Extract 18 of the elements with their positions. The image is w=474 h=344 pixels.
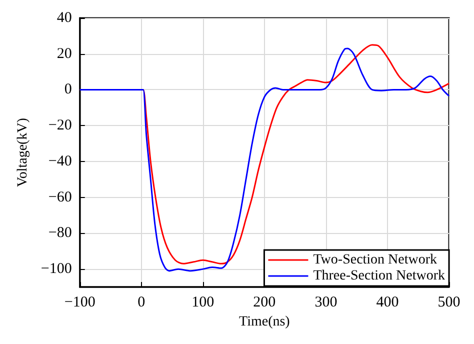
x-tick-label: 0 <box>138 294 146 310</box>
y-tick-label: −80 <box>48 225 72 242</box>
legend-label: Three-Section Network <box>313 268 446 284</box>
x-tick-label: 400 <box>376 294 399 310</box>
y-axis-title: Voltage(kV) <box>16 118 30 187</box>
y-tick-label: 40 <box>56 10 72 26</box>
x-tick-label: 300 <box>314 294 338 310</box>
y-tick-label: −20 <box>48 118 72 134</box>
y-tick-label: −40 <box>48 153 72 170</box>
x-tick-label: 100 <box>192 294 214 310</box>
y-tick-label: 20 <box>56 46 72 62</box>
y-tick-label: −100 <box>40 261 72 278</box>
x-tick-label: 500 <box>438 294 460 310</box>
y-tick-label: 0 <box>64 82 72 98</box>
x-tick-label: 200 <box>253 294 276 310</box>
legend-label: Two-Section Network <box>313 252 438 268</box>
y-tick-label: −60 <box>48 189 72 206</box>
x-axis-title: Time(ns) <box>239 314 290 330</box>
